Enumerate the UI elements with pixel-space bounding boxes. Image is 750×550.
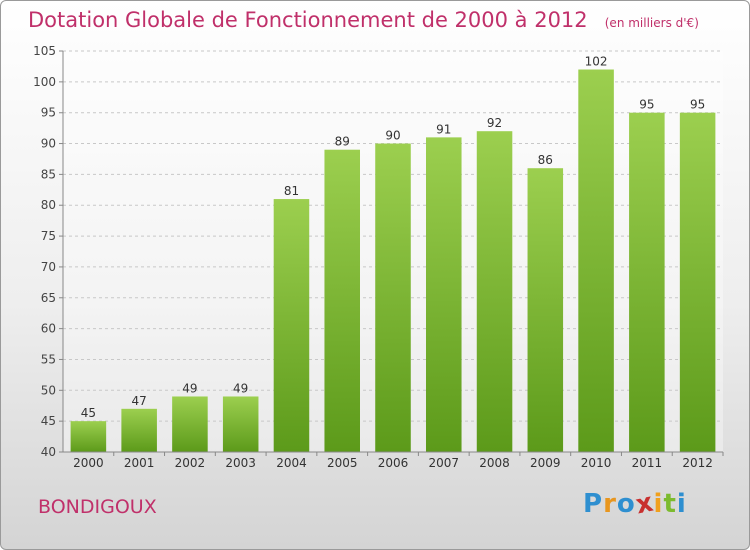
bar-value-label: 47 <box>132 394 147 408</box>
bar-value-label: 92 <box>487 116 502 130</box>
x-tick-label: 2004 <box>276 456 307 470</box>
bar <box>121 408 157 452</box>
bar-value-label: 81 <box>284 184 299 198</box>
x-tick-label: 2000 <box>73 456 104 470</box>
y-tick-label: 40 <box>41 445 56 459</box>
logo-letter: P <box>583 489 604 519</box>
x-tick-label: 2007 <box>428 456 459 470</box>
x-tick-label: 2008 <box>479 456 510 470</box>
bar <box>375 143 411 453</box>
y-tick-label: 45 <box>41 414 56 428</box>
logo-letter: o <box>616 489 636 519</box>
bar <box>172 396 208 452</box>
x-tick-label: 2010 <box>581 456 612 470</box>
x-tick-label: 2009 <box>530 456 561 470</box>
proxiti-logo: Proxiti <box>583 487 687 520</box>
bar <box>578 69 614 452</box>
x-tick-label: 2002 <box>175 456 206 470</box>
bar <box>273 199 310 452</box>
logo-letter: i <box>676 489 687 519</box>
bar-value-label: 86 <box>538 153 553 167</box>
y-tick-label: 80 <box>41 198 56 212</box>
y-tick-label: 60 <box>41 322 56 336</box>
y-tick-label: 50 <box>41 383 56 397</box>
y-tick-label: 90 <box>41 137 56 151</box>
x-tick-label: 2006 <box>378 456 409 470</box>
x-tick-label: 2005 <box>327 456 358 470</box>
y-tick-label: 75 <box>41 229 56 243</box>
y-tick-label: 95 <box>41 106 56 120</box>
x-tick-label: 2003 <box>225 456 256 470</box>
bar <box>476 131 513 452</box>
bar <box>629 112 665 452</box>
y-tick-label: 55 <box>41 352 56 366</box>
bar <box>426 137 462 452</box>
logo-letter: i <box>653 489 664 519</box>
bar-value-label: 49 <box>233 381 248 395</box>
bar-value-label: 49 <box>182 381 197 395</box>
logo-letter: t <box>663 489 677 519</box>
title-row: Dotation Globale de Fonctionnement de 20… <box>28 8 699 32</box>
bar-value-label: 95 <box>639 98 654 112</box>
bar <box>679 112 716 452</box>
commune-name: BONDIGOUX <box>38 496 157 518</box>
bar <box>527 168 564 452</box>
y-tick-label: 85 <box>41 167 56 181</box>
y-tick-label: 70 <box>41 260 56 274</box>
bar-value-label: 102 <box>585 55 608 69</box>
y-tick-label: 100 <box>33 75 56 89</box>
bar <box>70 421 107 452</box>
bar-value-label: 90 <box>385 129 400 143</box>
bar-value-label: 95 <box>690 98 705 112</box>
x-tick-label: 2011 <box>632 456 663 470</box>
chart-unit: (en milliers d'€) <box>604 16 699 30</box>
x-tick-label: 2012 <box>682 456 713 470</box>
bar <box>324 149 360 452</box>
bar-value-label: 89 <box>335 135 350 149</box>
y-tick-label: 105 <box>33 44 56 58</box>
bar <box>222 396 259 452</box>
bar-value-label: 45 <box>81 406 96 420</box>
chart-title: Dotation Globale de Fonctionnement de 20… <box>28 8 588 32</box>
bar-value-label: 91 <box>436 122 451 136</box>
y-tick-label: 65 <box>41 291 56 305</box>
logo-letter: r <box>603 489 617 519</box>
x-tick-label: 2001 <box>124 456 155 470</box>
